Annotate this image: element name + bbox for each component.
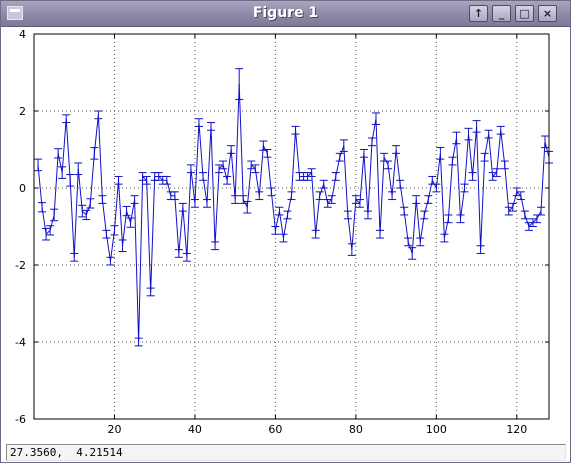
window-title: Figure 1 (252, 5, 319, 21)
x-tick-label: 60 (268, 423, 282, 436)
y-tick-label: 4 (19, 28, 26, 41)
y-tick-label: -6 (15, 413, 26, 426)
maximize-icon[interactable]: □ (515, 5, 534, 22)
close-icon[interactable]: × (538, 5, 557, 22)
x-tick-label: 100 (426, 423, 447, 436)
errorbar-chart[interactable]: 20 40 60 80 100 120 -6 -4 -2 0 2 4 (6, 28, 566, 440)
y-tick-label: 2 (19, 105, 26, 118)
y-tick-label: -4 (15, 336, 26, 349)
plot-frame (33, 33, 550, 420)
plot-background (34, 34, 549, 419)
plot-area[interactable]: 20 40 60 80 100 120 -6 -4 -2 0 2 4 (6, 28, 566, 440)
y-tick-label: 0 (19, 182, 26, 195)
x-tick-label: 120 (506, 423, 527, 436)
pin-up-arrow-icon[interactable]: ↑ (469, 5, 488, 22)
coordinate-readout: 27.3560, 4.21514 (6, 444, 566, 461)
x-tick-label: 40 (188, 423, 202, 436)
x-tick-label: 20 (107, 423, 121, 436)
x-tick-label: 80 (349, 423, 363, 436)
figure-window-icon[interactable] (7, 6, 23, 20)
minimize-icon[interactable]: _ (492, 5, 511, 22)
title-bar[interactable]: Figure 1 ↑ _ □ × (1, 1, 570, 27)
y-tick-label: -2 (15, 259, 26, 272)
